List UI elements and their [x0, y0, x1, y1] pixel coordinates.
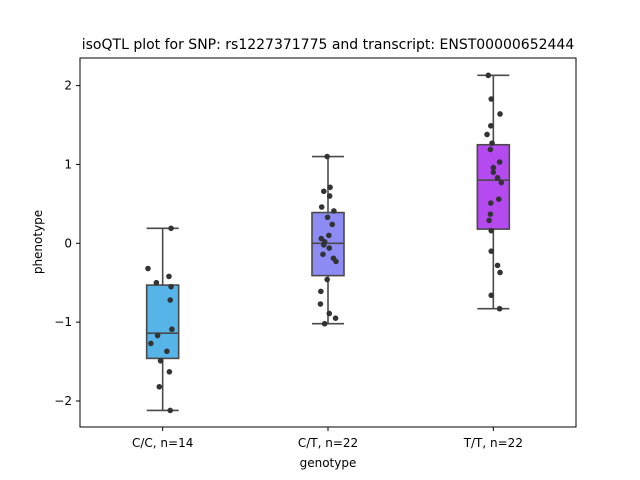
data-point [157, 357, 164, 364]
box-group-2 [311, 155, 345, 325]
x-tick-label: T/T, n=22 [463, 436, 523, 450]
data-point [167, 407, 174, 414]
x-axis-label: genotype [300, 456, 357, 470]
data-point [326, 232, 332, 239]
data-point [169, 326, 175, 333]
data-point [321, 188, 327, 195]
plot-area [145, 72, 511, 414]
data-point [331, 208, 337, 214]
points-group-2 [317, 153, 339, 327]
data-point [494, 175, 501, 181]
data-point [168, 283, 174, 290]
y-axis-label: phenotype [31, 210, 45, 274]
points-group-3 [484, 72, 505, 312]
data-point [495, 196, 502, 202]
data-point [166, 369, 173, 375]
data-point [489, 140, 495, 146]
box-group-1 [145, 227, 180, 412]
data-point [326, 193, 333, 199]
data-point [154, 332, 161, 339]
data-point [318, 204, 325, 210]
data-point [490, 169, 497, 176]
data-point [488, 123, 494, 129]
box-group-3 [476, 74, 511, 310]
data-point [490, 164, 497, 171]
data-point [498, 179, 505, 186]
data-point [318, 288, 324, 295]
data-point [320, 251, 326, 258]
data-point [329, 221, 336, 228]
data-point [332, 315, 339, 321]
data-point [156, 383, 163, 390]
data-point [485, 72, 492, 79]
iqr-box [476, 143, 511, 230]
points-group-1 [145, 225, 175, 414]
data-point [488, 248, 495, 254]
data-point [333, 258, 339, 265]
data-point [488, 200, 494, 206]
data-point [317, 301, 324, 307]
data-point [145, 265, 151, 272]
data-point [166, 273, 172, 280]
data-point [488, 292, 495, 299]
y-tick-label: −1 [54, 315, 72, 329]
y-tick-label: 0 [64, 236, 72, 250]
data-point [324, 153, 330, 160]
data-point [484, 131, 490, 138]
data-point [164, 348, 170, 355]
iqr-box [145, 284, 180, 360]
data-point [324, 214, 331, 221]
data-point [488, 96, 495, 102]
data-point [321, 242, 327, 248]
data-point [321, 320, 328, 327]
data-point [148, 340, 154, 347]
data-point [494, 262, 501, 269]
y-tick-label: −2 [54, 394, 72, 408]
data-point [496, 305, 503, 312]
data-point [168, 225, 174, 232]
data-point [487, 211, 494, 217]
data-point [497, 269, 503, 276]
data-point [326, 310, 333, 317]
data-point [486, 217, 492, 224]
x-tick-label: C/C, n=14 [132, 436, 193, 450]
data-point [326, 245, 333, 251]
data-point [153, 279, 160, 286]
x-tick-label: C/T, n=22 [298, 436, 358, 450]
data-point [497, 111, 503, 117]
y-tick-label: 2 [64, 79, 72, 93]
data-point [488, 227, 495, 234]
chart-title: isoQTL plot for SNP: rs1227371775 and tr… [82, 37, 575, 53]
data-point [324, 276, 330, 283]
data-point [327, 184, 333, 191]
data-point [167, 297, 174, 303]
data-point [487, 146, 494, 153]
y-tick-label: 1 [64, 157, 72, 171]
data-point [496, 159, 503, 165]
